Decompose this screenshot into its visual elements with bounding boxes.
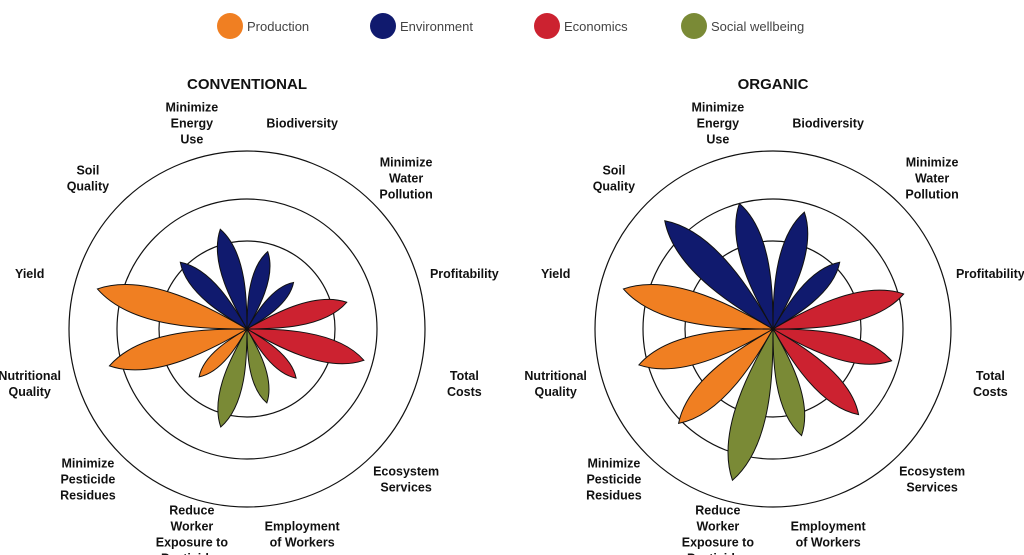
category-label: Minimize Water Pollution xyxy=(905,155,958,201)
legend-swatch xyxy=(534,13,560,39)
chart-legend: Production Environment Economics Social wel… xyxy=(217,13,804,39)
petal-biodiversity xyxy=(246,250,271,331)
petal-reduce-worker-exposure-to-pesticides xyxy=(727,327,774,482)
legend-swatch xyxy=(370,13,396,39)
legend-item-0: Production xyxy=(217,13,309,39)
petal-nutritional-quality xyxy=(638,328,775,370)
category-label: Profitability xyxy=(956,267,1024,281)
category-label: Ecosystem Services xyxy=(373,465,439,495)
grid-ring-2 xyxy=(68,150,426,508)
petal-minimize-energy-use xyxy=(735,202,774,331)
panel-title-conventional: CONVENTIONAL xyxy=(187,76,307,93)
petal-minimize-pesticide-residues xyxy=(677,327,775,425)
petal-reduce-worker-exposure-to-pesticides xyxy=(217,327,248,428)
grid-ring-0 xyxy=(158,240,336,418)
legend-swatch xyxy=(217,13,243,39)
petal-ecosystem-services xyxy=(771,327,860,416)
conventional-panel: CONVENTIONAL Yield Soil Quality Minimize Ene… xyxy=(0,76,499,555)
category-label: Minimize Energy Use xyxy=(165,100,218,146)
category-label: Biodiversity xyxy=(266,116,338,130)
category-label: Total Costs xyxy=(973,369,1008,399)
petal-total-costs xyxy=(771,328,893,365)
grid-ring-2 xyxy=(594,150,952,508)
category-label: Employment of Workers xyxy=(791,520,867,550)
legend-item-3: Social wellbeing xyxy=(681,13,804,39)
category-label: Yield xyxy=(541,267,570,281)
category-label: Nutritional Quality xyxy=(0,369,61,399)
category-label: Biodiversity xyxy=(792,116,864,130)
grid-ring-0 xyxy=(684,240,862,418)
organic-panel: ORGANIC Yield Soil Quality Minimize Energy Us… xyxy=(524,76,1024,555)
category-label: Employment of Workers xyxy=(265,520,341,550)
legend-label: Economics xyxy=(564,19,628,34)
petal-soil-quality xyxy=(664,220,775,331)
category-label: Profitability xyxy=(430,267,499,281)
petal-total-costs xyxy=(245,328,365,365)
panel-title-organic: ORGANIC xyxy=(738,76,809,93)
category-label: Nutritional Quality xyxy=(524,369,587,399)
petal-minimize-pesticide-residues xyxy=(198,327,249,378)
legend-label: Social wellbeing xyxy=(711,19,804,34)
petal-soil-quality xyxy=(179,261,249,331)
category-label: Ecosystem Services xyxy=(899,465,965,495)
petal-minimize-water-pollution xyxy=(771,261,841,331)
petal-ecosystem-services xyxy=(245,327,297,379)
category-label: Minimize Energy Use xyxy=(691,100,744,146)
petal-minimize-water-pollution xyxy=(245,281,295,331)
category-label: Minimize Pesticide Residues xyxy=(60,457,116,503)
category-label: Soil Quality xyxy=(67,163,109,193)
legend-label: Production xyxy=(247,19,309,34)
grid-ring-1 xyxy=(116,198,378,460)
legend-item-1: Environment xyxy=(370,13,473,39)
legend-item-2: Economics xyxy=(534,13,628,39)
petal-biodiversity xyxy=(772,211,809,331)
petal-yield xyxy=(96,284,249,330)
petal-employment-of-workers xyxy=(772,327,806,437)
petal-yield xyxy=(622,284,775,330)
category-label: Total Costs xyxy=(447,369,482,399)
legend-swatch xyxy=(681,13,707,39)
category-label: Yield xyxy=(15,267,44,281)
category-label: Soil Quality xyxy=(593,163,635,193)
petal-minimize-energy-use xyxy=(216,228,248,331)
category-label: Minimize Water Pollution xyxy=(379,155,432,201)
petal-nutritional-quality xyxy=(108,328,249,371)
grid-ring-1 xyxy=(642,198,904,460)
petal-profitability xyxy=(771,289,905,330)
petal-employment-of-workers xyxy=(246,327,270,404)
petal-profitability xyxy=(245,298,348,330)
legend-label: Environment xyxy=(400,19,473,34)
category-label: Minimize Pesticide Residues xyxy=(586,457,642,503)
